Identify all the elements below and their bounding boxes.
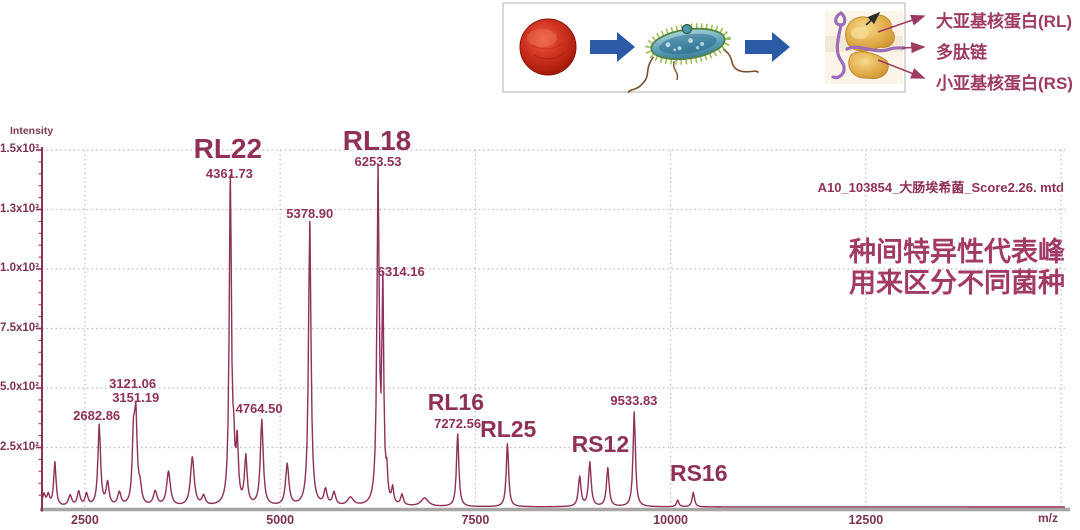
flow-arrow-icon — [745, 32, 790, 62]
peak-label: 4361.73 — [205, 166, 253, 181]
ribosome-image — [825, 11, 906, 84]
peak-label: 9533.83 — [610, 393, 658, 408]
callout-line2: 用来区分不同菌种 — [849, 268, 1065, 298]
callout-line1: 种间特异性代表峰 — [849, 237, 1065, 267]
y-tick-label: 1.5x10³ — [0, 143, 40, 155]
figure-label-small-subunit: 小亚基核蛋白(RS) — [936, 74, 1073, 93]
figure-label-polypeptide: 多肽链 — [936, 43, 987, 62]
arrow-to-large-subunit-icon — [877, 14, 926, 33]
x-tick-label: 12500 — [848, 513, 884, 527]
peak-label: 2682.86 — [73, 408, 121, 423]
peak-label: RL18 — [342, 125, 412, 156]
peak-label: 4764.50 — [235, 401, 283, 416]
arrow-to-small-subunit-icon — [877, 59, 926, 79]
flow-arrow-icon — [590, 32, 635, 62]
spectrum-trace — [41, 163, 1065, 508]
x-tick-label: 7500 — [461, 513, 490, 527]
x-tick-label: 2500 — [71, 513, 99, 527]
peak-label: 3121.06 — [109, 376, 157, 391]
figure-label-large-subunit: 大亚基核蛋白(RL) — [936, 12, 1072, 31]
y-tick-label: 1.0x10³ — [0, 262, 40, 274]
peak-label: 6314.16 — [377, 264, 425, 279]
arrow-to-polypeptide-icon — [901, 41, 926, 54]
workflow-figure-graphic — [502, 2, 926, 94]
petri-dish-image — [519, 18, 577, 76]
mz-axis-label: m/z — [1038, 511, 1059, 525]
y-tick-label: 1.3x10³ — [0, 202, 40, 215]
x-tick-label: 5000 — [266, 513, 295, 527]
workflow-figure: 大亚基核蛋白(RL) 多肽链 小亚基核蛋白(RS) — [500, 0, 1080, 100]
x-tick-label: 10000 — [653, 513, 688, 527]
figure-annotation-arrows — [877, 14, 926, 79]
y-tick-label: 2.5x10² — [0, 440, 40, 453]
callout-text: 种间特异性代表峰 用来区分不同菌种 — [849, 237, 1065, 299]
peak-label: 5378.90 — [286, 206, 334, 221]
peak-label: RL25 — [480, 416, 537, 442]
intensity-axis-label: Intensity — [10, 125, 54, 137]
y-tick-label: 7.5x10² — [0, 321, 40, 334]
y-tick-label: 5.0x10² — [0, 381, 40, 393]
peak-label: 6253.53 — [354, 154, 402, 169]
peak-label: 7272.56 — [434, 416, 482, 431]
peak-label: RS12 — [571, 431, 630, 457]
peak-label: 3151.19 — [112, 390, 160, 405]
filename-text: A10_103854_大肠埃希菌_Score2.26. mtd — [817, 180, 1064, 195]
bacterium-image — [627, 23, 760, 94]
large-subunit-pointer-icon — [865, 11, 881, 26]
peak-label: RL22 — [193, 133, 263, 164]
peak-label: RS16 — [669, 460, 728, 486]
peak-label: RL16 — [427, 389, 484, 415]
